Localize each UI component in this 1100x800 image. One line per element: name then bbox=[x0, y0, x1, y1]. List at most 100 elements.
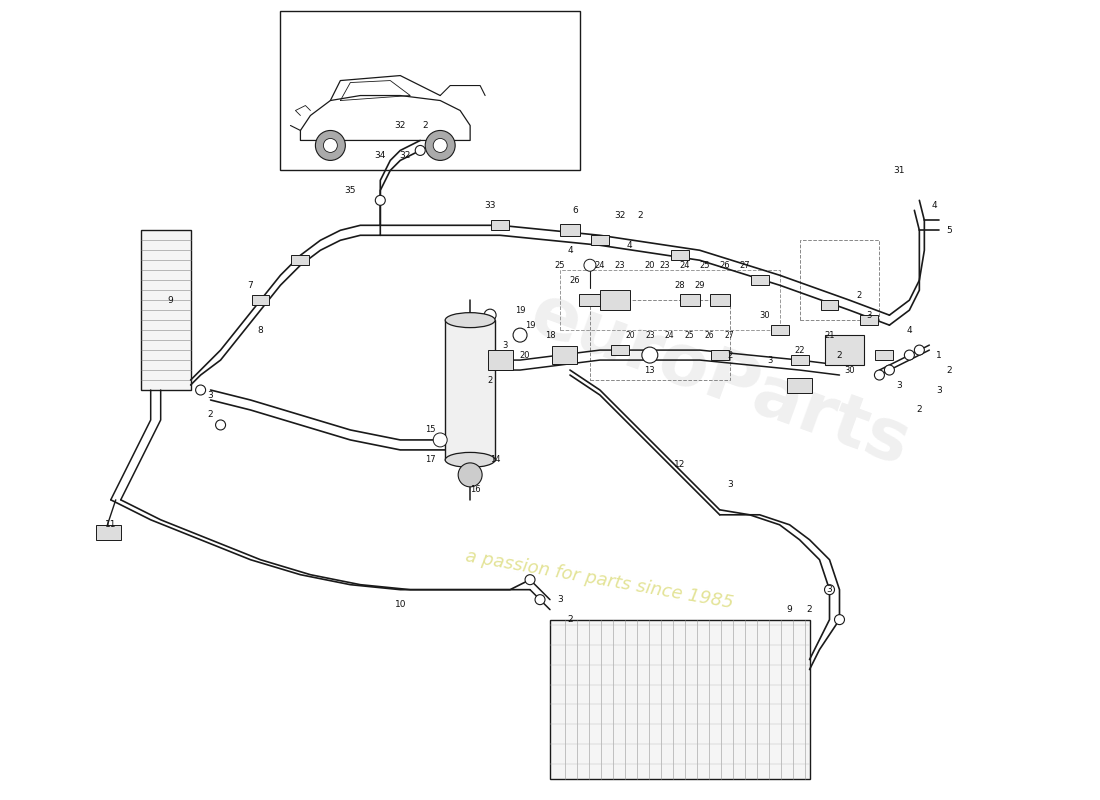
Text: 23: 23 bbox=[615, 261, 625, 270]
Ellipse shape bbox=[446, 453, 495, 467]
Bar bbox=[446, 320, 495, 460]
Bar bbox=[821, 300, 838, 310]
Bar bbox=[487, 350, 513, 370]
Text: 30: 30 bbox=[759, 310, 770, 320]
Bar bbox=[860, 315, 879, 325]
Text: 23: 23 bbox=[645, 330, 654, 340]
Bar bbox=[788, 378, 812, 393]
Text: 27: 27 bbox=[739, 261, 750, 270]
Text: 8: 8 bbox=[257, 326, 263, 334]
Text: 3: 3 bbox=[208, 390, 213, 399]
Text: 20: 20 bbox=[645, 261, 656, 270]
Bar bbox=[280, 10, 580, 170]
Bar bbox=[590, 300, 729, 380]
Text: 24: 24 bbox=[680, 261, 690, 270]
Text: 3: 3 bbox=[936, 386, 943, 394]
Circle shape bbox=[641, 347, 658, 363]
Text: 12: 12 bbox=[674, 460, 685, 470]
Text: 29: 29 bbox=[694, 281, 705, 290]
Text: 32: 32 bbox=[614, 211, 626, 220]
Text: 34: 34 bbox=[375, 151, 386, 160]
Circle shape bbox=[874, 370, 884, 380]
Text: 2: 2 bbox=[568, 615, 573, 624]
Bar bbox=[671, 250, 689, 260]
Text: 7: 7 bbox=[248, 281, 253, 290]
Circle shape bbox=[196, 385, 206, 395]
Text: 4: 4 bbox=[932, 201, 937, 210]
Bar bbox=[141, 230, 190, 390]
Circle shape bbox=[825, 585, 835, 594]
Text: 26: 26 bbox=[705, 330, 715, 340]
Text: 19: 19 bbox=[515, 306, 526, 314]
Text: 5: 5 bbox=[946, 226, 953, 234]
Text: 1: 1 bbox=[936, 350, 943, 359]
Bar bbox=[610, 345, 629, 355]
Text: 2: 2 bbox=[946, 366, 953, 374]
Text: 24: 24 bbox=[595, 261, 605, 270]
Circle shape bbox=[884, 365, 894, 375]
Text: 2: 2 bbox=[637, 211, 642, 220]
Text: 18: 18 bbox=[544, 330, 556, 340]
Text: 2: 2 bbox=[208, 410, 213, 419]
Bar bbox=[771, 325, 789, 335]
Bar bbox=[711, 350, 728, 360]
Text: a passion for parts since 1985: a passion for parts since 1985 bbox=[464, 547, 735, 612]
Text: 10: 10 bbox=[395, 600, 406, 609]
Circle shape bbox=[484, 309, 496, 321]
Text: 25: 25 bbox=[685, 330, 694, 340]
Text: 20: 20 bbox=[625, 330, 635, 340]
Text: 25: 25 bbox=[554, 261, 565, 270]
Bar bbox=[560, 270, 780, 330]
Circle shape bbox=[375, 195, 385, 206]
Circle shape bbox=[433, 138, 448, 153]
Bar bbox=[710, 294, 729, 306]
Text: 23: 23 bbox=[660, 261, 670, 270]
Text: 2: 2 bbox=[837, 350, 843, 359]
Circle shape bbox=[433, 433, 448, 447]
Circle shape bbox=[459, 463, 482, 487]
Text: 26: 26 bbox=[719, 261, 730, 270]
Circle shape bbox=[535, 594, 544, 605]
Text: 16: 16 bbox=[470, 486, 481, 494]
Text: 6: 6 bbox=[572, 206, 578, 215]
Bar bbox=[800, 240, 879, 320]
Circle shape bbox=[835, 614, 845, 625]
Text: euroParts: euroParts bbox=[520, 279, 918, 481]
Circle shape bbox=[323, 138, 338, 153]
Text: 33: 33 bbox=[484, 201, 496, 210]
Text: 3: 3 bbox=[557, 595, 563, 604]
Circle shape bbox=[415, 146, 426, 155]
Text: 25: 25 bbox=[700, 261, 710, 270]
Circle shape bbox=[904, 350, 914, 360]
Text: 4: 4 bbox=[906, 326, 912, 334]
Text: 20: 20 bbox=[520, 350, 530, 359]
Bar bbox=[876, 350, 893, 360]
Text: 31: 31 bbox=[893, 166, 905, 175]
Text: 4: 4 bbox=[627, 241, 632, 250]
Circle shape bbox=[513, 328, 527, 342]
Bar bbox=[550, 620, 810, 779]
Bar bbox=[252, 295, 270, 305]
Text: 15: 15 bbox=[425, 426, 436, 434]
Bar bbox=[96, 525, 121, 540]
Bar bbox=[552, 346, 578, 364]
Bar bbox=[292, 255, 309, 266]
Text: 26: 26 bbox=[570, 276, 581, 285]
Text: 9: 9 bbox=[786, 605, 792, 614]
Circle shape bbox=[584, 259, 596, 271]
Bar bbox=[750, 275, 769, 285]
Bar bbox=[579, 294, 601, 306]
Text: 4: 4 bbox=[568, 246, 573, 254]
Circle shape bbox=[525, 574, 535, 585]
Text: 11: 11 bbox=[104, 520, 117, 530]
Text: 2: 2 bbox=[916, 406, 922, 414]
Text: 3: 3 bbox=[727, 480, 733, 490]
Text: 3: 3 bbox=[867, 310, 872, 320]
Bar bbox=[491, 220, 509, 230]
Text: 3: 3 bbox=[826, 585, 833, 594]
Text: 14: 14 bbox=[490, 455, 500, 464]
Text: 3: 3 bbox=[767, 355, 772, 365]
Text: 35: 35 bbox=[344, 186, 356, 195]
Ellipse shape bbox=[446, 313, 495, 328]
Circle shape bbox=[316, 130, 345, 161]
